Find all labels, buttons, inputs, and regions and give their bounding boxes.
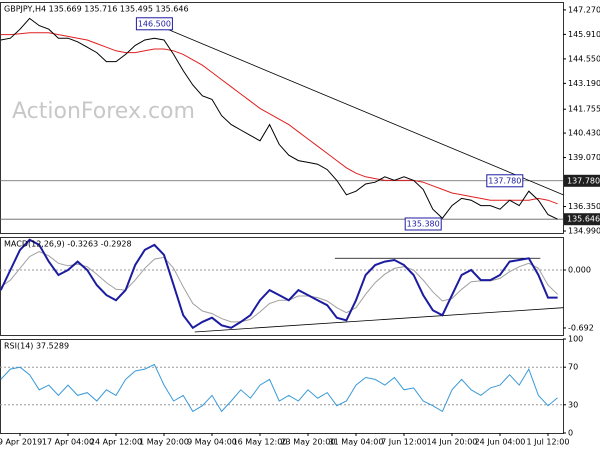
series-line [0,238,558,330]
trendline [154,23,564,196]
y-tick-label: 145.910 [568,30,600,39]
series-line [0,251,558,323]
y-tick-label: 144.550 [568,54,600,63]
annotation-label: 146.500 [138,19,171,28]
y-tick-label: 30 [568,400,578,409]
level-box [564,213,600,226]
x-tick-label: 7 Jun 12:00 [381,438,427,447]
x-tick-label: 31 May 04:00 [329,438,384,447]
panel-frame [0,339,564,434]
y-tick-label: 70 [568,363,578,372]
series-line [0,17,558,220]
level-box [564,174,600,187]
y-tick-label: 0.000 [568,266,591,275]
trendline [194,307,564,333]
y-tick-label: 134.990 [568,227,600,236]
annotation-box [404,217,442,231]
y-tick-label: 141.755 [568,105,600,114]
panel-title: RSI(14) 37.5289 [4,342,69,351]
x-tick-label: 16 May 12:00 [233,438,288,447]
annotation-label: 137.780 [488,176,521,185]
series-line [0,32,558,205]
panel-frame [0,237,564,336]
y-tick-label: 140.430 [568,129,600,138]
y-tick-label: 147.270 [568,5,600,14]
y-tick-label: 139.070 [568,153,600,162]
watermark: ActionForex.com [12,99,195,124]
x-tick-label: 14 Jun 20:00 [427,438,478,447]
panel-title: GBPJPY,H4 135.669 135.716 135.495 135.64… [4,5,189,14]
x-tick-label: 24 Jun 04:00 [475,438,526,447]
level-label: 135.646 [567,215,600,224]
annotation-label: 135.380 [407,219,440,228]
x-tick-label: 23 May 20:00 [281,438,336,447]
x-tick-label: 24 Apr 12:00 [90,438,142,447]
panel-title: MACD(12,26,9) -0.3263 -0.2928 [4,240,132,249]
y-tick-label: 100 [568,335,583,344]
annotation-box [135,17,173,31]
y-tick-label: 143.190 [568,79,600,88]
x-tick-label: 17 Apr 04:00 [42,438,94,447]
x-tick-label: 1 May 20:00 [139,438,189,447]
y-tick-label: 0 [568,429,573,438]
x-tick-label: 9 Apr 2019 [0,438,42,447]
annotation-box [486,174,524,188]
x-tick-label: 1 Jul 12:00 [527,438,570,447]
y-tick-label: -0.692 [568,323,594,332]
y-tick-label: 136.350 [568,202,600,211]
level-label: 137.780 [567,176,600,185]
x-tick-label: 9 May 04:00 [187,438,237,447]
series-line [0,363,558,413]
panel-frame [0,2,564,234]
